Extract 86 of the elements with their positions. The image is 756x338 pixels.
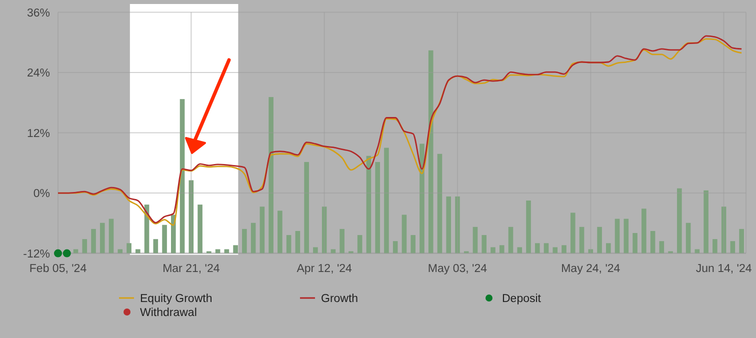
- bar: [118, 249, 123, 254]
- bar: [499, 245, 504, 254]
- bar: [437, 154, 442, 254]
- bar: [632, 233, 638, 254]
- bar: [260, 206, 265, 254]
- bar: [322, 206, 327, 254]
- bar: [304, 162, 309, 254]
- bar: [295, 230, 300, 254]
- bar: [642, 208, 646, 254]
- bar: [482, 235, 487, 254]
- bar: [446, 196, 452, 254]
- bar: [526, 200, 531, 254]
- bar: [552, 247, 558, 254]
- bar: [392, 241, 398, 254]
- x-tick-label: May 24, '24: [561, 263, 621, 275]
- bar: [375, 162, 380, 254]
- bar: [162, 224, 167, 254]
- x-tick-label: May 03, '24: [428, 263, 488, 275]
- bar: [562, 245, 566, 254]
- bar: [704, 190, 708, 254]
- bar: [739, 228, 744, 254]
- bar: [490, 247, 496, 254]
- y-tick-label: 0%: [33, 188, 50, 200]
- bar: [694, 249, 700, 254]
- y-tick-label: 36%: [26, 7, 50, 20]
- bar: [721, 206, 726, 254]
- bar: [402, 214, 407, 254]
- bar: [242, 228, 247, 254]
- x-tick-label: Apr 12, '24: [296, 263, 353, 275]
- x-tick-label: Feb 05, '24: [29, 263, 88, 275]
- legend-label: Withdrawal: [140, 307, 197, 319]
- bar: [198, 204, 202, 254]
- bar: [659, 241, 664, 254]
- bar: [588, 249, 594, 254]
- bar: [313, 247, 318, 254]
- bar: [579, 226, 584, 254]
- bar: [286, 235, 292, 254]
- bar: [686, 222, 691, 254]
- bar: [73, 249, 78, 254]
- x-tick-label: Mar 21, '24: [162, 263, 220, 275]
- bar: [366, 156, 372, 254]
- bar: [340, 228, 344, 254]
- bar: [135, 249, 140, 254]
- bar: [677, 188, 682, 254]
- bar: [233, 245, 238, 254]
- y-tick-label: 12%: [26, 128, 50, 140]
- x-tick-label: Jun 14, '24: [696, 263, 752, 275]
- bar: [100, 222, 105, 254]
- bar: [357, 235, 362, 254]
- bar: [180, 99, 185, 254]
- bar: [153, 239, 158, 254]
- legend-label: Deposit: [502, 293, 542, 305]
- bar: [171, 214, 176, 254]
- bar: [614, 218, 620, 254]
- bar: [517, 247, 522, 254]
- bar: [215, 249, 220, 254]
- bar: [268, 97, 274, 254]
- bar: [188, 180, 194, 254]
- bar: [624, 218, 629, 254]
- y-tick-label: -12%: [23, 248, 50, 260]
- legend-label: Growth: [321, 293, 358, 305]
- bar: [126, 243, 132, 254]
- bar: [570, 212, 576, 254]
- bar: [650, 230, 656, 254]
- bar: [597, 226, 602, 254]
- bar: [330, 249, 336, 254]
- bar: [544, 243, 549, 254]
- bar: [428, 50, 434, 254]
- bar: [712, 239, 718, 254]
- bar: [730, 241, 736, 254]
- bar: [455, 196, 460, 254]
- y-tick-label: 24%: [26, 68, 50, 80]
- bar: [508, 226, 514, 254]
- bar: [534, 243, 540, 254]
- bar: [472, 226, 478, 254]
- bar: [420, 144, 424, 254]
- bar: [224, 249, 230, 254]
- bar: [108, 218, 114, 254]
- bar: [606, 243, 611, 254]
- bar: [82, 239, 88, 254]
- bar: [384, 148, 389, 254]
- bar: [410, 235, 416, 254]
- bar: [278, 210, 282, 254]
- bar: [91, 228, 96, 254]
- bar: [250, 222, 256, 254]
- legend-label: Equity Growth: [140, 293, 212, 305]
